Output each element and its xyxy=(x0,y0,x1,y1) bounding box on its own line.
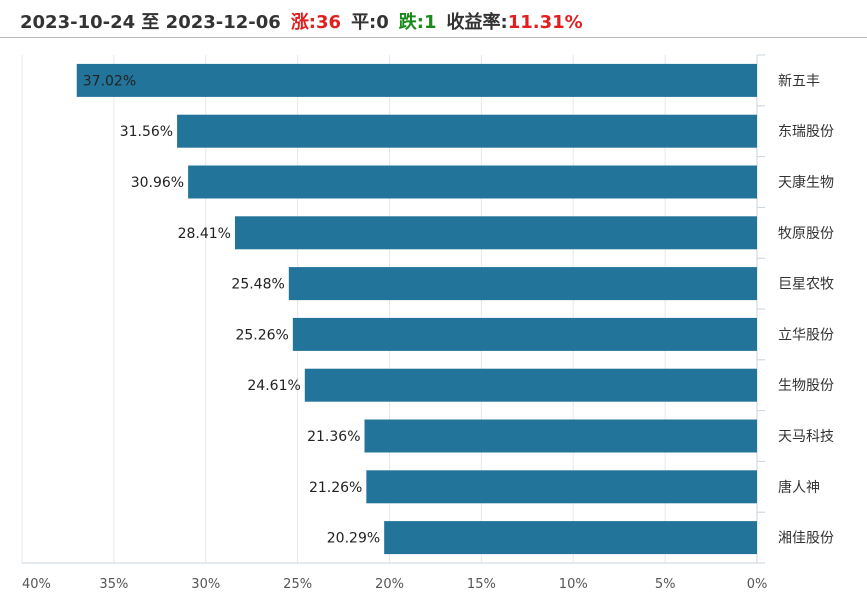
bar xyxy=(288,267,757,301)
bar xyxy=(364,419,757,453)
category-label: 巨星农牧 xyxy=(778,277,834,293)
yield-value: 11.31% xyxy=(507,12,583,33)
data-label: 20.29% xyxy=(327,531,380,547)
data-label: 21.26% xyxy=(309,480,362,496)
x-tick-label: 15% xyxy=(467,577,496,592)
header-divider xyxy=(0,37,867,38)
x-tick-label: 35% xyxy=(99,577,128,592)
date-range: 2023-10-24 至 2023-12-06 xyxy=(20,12,281,33)
data-label: 25.48% xyxy=(231,277,284,293)
data-label: 37.02% xyxy=(83,73,136,89)
up-count: 涨:36 xyxy=(290,12,342,33)
category-label: 立华股份 xyxy=(778,327,834,343)
category-label: 生物股份 xyxy=(778,378,834,394)
x-tick-label: 5% xyxy=(655,577,676,592)
data-label: 30.96% xyxy=(131,175,184,191)
x-tick-label: 0% xyxy=(747,577,768,592)
x-tick-label: 20% xyxy=(375,577,404,592)
chart-header: 2023-10-24 至 2023-12-06 涨:36 平:0 跌:1 收益率:11.… xyxy=(20,8,593,34)
x-tick-label: 30% xyxy=(191,577,220,592)
x-tick-label: 25% xyxy=(283,577,312,592)
category-label: 天马科技 xyxy=(778,429,834,445)
yield-label: 收益率: xyxy=(446,12,508,33)
bar xyxy=(304,368,757,402)
bar xyxy=(234,216,757,250)
data-label: 24.61% xyxy=(247,378,300,394)
data-label: 28.41% xyxy=(178,226,231,242)
category-label: 天康生物 xyxy=(778,174,834,191)
category-label: 新五丰 xyxy=(778,73,820,89)
bar xyxy=(292,317,757,351)
category-label: 东瑞股份 xyxy=(778,124,834,140)
down-count: 跌:1 xyxy=(398,12,437,33)
data-label: 31.56% xyxy=(120,124,173,140)
bar xyxy=(366,470,757,504)
data-label: 25.26% xyxy=(235,327,288,343)
flat-count: 平:0 xyxy=(351,12,389,33)
category-label: 唐人神 xyxy=(778,479,820,496)
bar xyxy=(188,165,758,199)
x-tick-label: 10% xyxy=(559,577,588,592)
x-tick-label: 40% xyxy=(22,577,51,592)
category-label: 牧原股份 xyxy=(778,226,834,242)
bar xyxy=(76,63,757,97)
bar xyxy=(177,114,757,148)
category-label: 湘佳股份 xyxy=(778,531,834,547)
data-label: 21.36% xyxy=(307,429,360,445)
bar xyxy=(384,521,757,555)
